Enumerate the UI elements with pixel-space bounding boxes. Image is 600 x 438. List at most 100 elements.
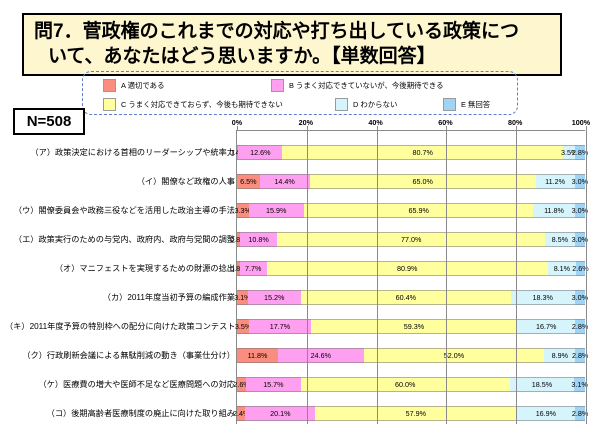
x-axis-tickmark [376, 126, 378, 130]
chart-row: （ウ）閣僚委員会や政務三役などを活用した政治主導の手法 3.3% 15.9% 65.9… [14, 203, 588, 218]
chart-segment: 57.9% [315, 406, 517, 421]
chart-row: （イ）閣僚など政権の人事 6.5% 14.4% 65.0% 11.2% 3.0% [137, 174, 588, 189]
legend-row-top: A 適切である B うまく対応できていないが、今後期待できる [91, 76, 511, 95]
chart-rows: （ア）政策決定における首相のリーダーシップや統率力0.4% 12.6% 80.7% 3… [5, 130, 589, 424]
chart-segment: 6.5% [237, 174, 260, 189]
chart-segment: 60.0% [300, 377, 510, 392]
chart-segment-value: 77.0% [400, 235, 422, 244]
chart-segment: 3.0% [572, 232, 588, 247]
chart-segment-value: 18.5% [531, 380, 553, 389]
chart-segment-value: 14.4% [274, 177, 295, 186]
chart-segment-value: 20.1% [270, 409, 291, 418]
chart-segment: 15.9% [248, 203, 304, 218]
chart-segment: 65.0% [309, 174, 536, 189]
chart-segment-value: 11.8% [544, 206, 564, 215]
chart-segment-value: 15.2% [264, 293, 285, 302]
chart-segment: 16.7% [517, 319, 576, 334]
chart-row-label: （オ）マニフェストを実現するための財源の捻出 [54, 264, 235, 273]
chart-gridline [446, 130, 448, 424]
chart-segment-value: 65.0% [412, 177, 433, 186]
chart-segment: 3.3% [234, 203, 251, 218]
chart-segment-value: 60.0% [395, 380, 416, 389]
chart-row-label: （エ）政策実行のための与党内、政府内、政府与党間の調整 [13, 235, 235, 244]
chart-segment: 3.1% [234, 290, 251, 305]
legend-item-e: E 無回答 [443, 98, 490, 111]
chart-segment: 3.5% [234, 319, 252, 334]
x-axis-tickmark [586, 126, 587, 130]
chart-segment-value: 2.8% [571, 409, 589, 418]
chart-gridline [516, 130, 518, 424]
chart-segment: 80.9% [266, 261, 548, 276]
chart-segment-value: 2.8% [571, 148, 589, 157]
chart-row-label: （ア）政策決定における首相のリーダーシップや統率力 [30, 148, 235, 157]
chart-row: （キ）2011年度予算の特別枠への配分に向けた政策コンテスト 3.5% 17.7% 5… [5, 319, 588, 334]
chart-segment-value: 3.3% [234, 206, 251, 215]
x-axis-tick-label: 40% [368, 118, 383, 127]
chart-segment: 80.7% [282, 145, 564, 160]
chart-row-label: （イ）閣僚など政権の人事 [136, 177, 235, 186]
chart-segment: 8.1% [547, 261, 576, 276]
chart-segment-value: 16.9% [535, 409, 557, 418]
chart-segment: 3.5% [560, 145, 578, 160]
x-axis-tickmark [516, 126, 518, 130]
chart-segment-value: 18.3% [532, 293, 553, 302]
chart-segment-value: 24.6% [310, 351, 331, 360]
chart-segment-value: 10.8% [248, 235, 269, 244]
legend-swatch-e-icon [443, 98, 456, 111]
chart-segment: 16.9% [516, 406, 576, 421]
legend-swatch-a-icon [103, 79, 116, 92]
chart-segment-value: 3.0% [571, 177, 588, 186]
chart-segment-value: 0.8% [230, 235, 247, 244]
chart-segment: 0.4% [229, 145, 246, 160]
chart-row-label: （キ）2011年度予算の特別枠への配分に向けた政策コンテスト [5, 322, 236, 331]
chart-row-label: （ケ）医療費の増大や医師不足など医療問題への対応 [38, 380, 235, 389]
chart-segment-value: 3.5% [560, 148, 578, 157]
chart-segment: 3.1% [571, 377, 588, 392]
chart-segment: 20.1% [245, 406, 316, 421]
x-axis-line [237, 130, 585, 131]
sample-size-badge: N=508 [13, 108, 85, 135]
chart-segment: 2.8% [571, 145, 589, 160]
chart-segment: 24.6% [278, 348, 364, 363]
chart-segment-value: 11.8% [247, 351, 268, 360]
legend-swatch-c-icon [103, 98, 116, 111]
chart-segment-value: 17.7% [269, 322, 291, 331]
chart-segment: 52.0% [363, 348, 545, 363]
chart-row: （ク）行政刷新会議による無駄削減の動き（事業仕分け） 11.8% 24.6% 52.0… [22, 348, 588, 363]
chart-segment: 11.2% [535, 174, 575, 189]
chart-segment-value: 0.4% [229, 148, 245, 157]
chart-segment: 0.8% [230, 232, 247, 247]
chart-segment-value: 8.9% [551, 351, 568, 360]
chart-segment: 2.6% [233, 377, 250, 392]
chart-segment-value: 12.6% [250, 148, 271, 157]
chart-segment-value: 57.9% [405, 409, 427, 418]
chart-row: （カ）2011年度当初予算の編成作業 3.1% 15.2% 60.4% 18.3% 3.0… [103, 290, 588, 305]
chart-segment: 65.9% [303, 203, 534, 218]
legend-label-b: B うまく対応できていないが、今後期待できる [289, 81, 444, 90]
chart-segment-value: 6.5% [240, 177, 257, 186]
page-title-line1: 問7．菅政権のこれまでの対応や打ち出している政策につ [34, 21, 519, 42]
chart-segment-value: 2.6% [572, 264, 589, 273]
chart-segment: 0.8% [230, 261, 247, 276]
chart-segment: 3.0% [571, 174, 588, 189]
chart-segment-value: 8.5% [551, 235, 568, 244]
chart-segment-value: 3.5% [234, 322, 252, 331]
chart-segment: 17.7% [249, 319, 311, 334]
chart-segment-value: 80.7% [412, 148, 433, 157]
chart-segment: 2.8% [572, 319, 588, 334]
chart-row-label: （ウ）閣僚委員会や政務三役などを活用した政治主導の手法 [13, 206, 235, 215]
chart-segment-value: 65.9% [408, 206, 429, 215]
chart-segment-value: 80.9% [396, 264, 418, 273]
chart-segment: 3.0% [572, 203, 588, 218]
chart-segment: 2.8% [572, 348, 588, 363]
x-axis-tick-label: 0% [231, 118, 243, 127]
chart-segment: 60.4% [300, 290, 511, 305]
chart-segment-value: 52.0% [443, 351, 465, 360]
chart-legend: A 適切である B うまく対応できていないが、今後期待できる C うまく対応でき… [82, 71, 518, 115]
chart-segment: 59.3% [310, 319, 518, 334]
chart-segment: 2.4% [233, 406, 249, 421]
chart-segment: 2.6% [572, 261, 589, 276]
chart-segment-value: 59.3% [403, 322, 425, 331]
chart-segment: 7.7% [239, 261, 267, 276]
chart-plot-area: （ア）政策決定における首相のリーダーシップや統率力0.4% 12.6% 80.7% 3… [5, 126, 589, 424]
